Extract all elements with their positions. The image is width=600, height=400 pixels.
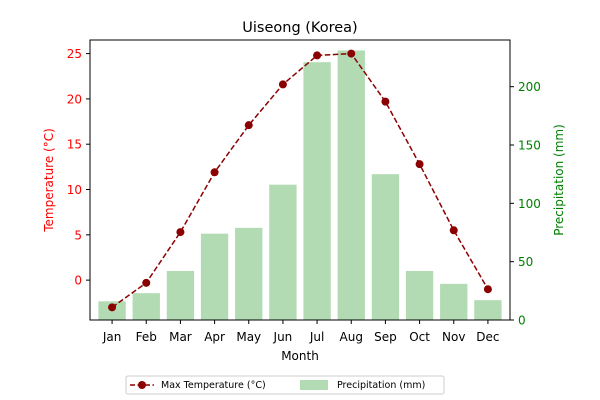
right-tick-label: 200 xyxy=(518,80,541,94)
x-tick-label: Jul xyxy=(309,330,324,344)
right-tick-label: 150 xyxy=(518,139,541,153)
precipitation-bar xyxy=(200,233,229,320)
left-tick-label: 25 xyxy=(67,47,82,61)
right-tick-label: 0 xyxy=(518,314,526,328)
precipitation-bar xyxy=(269,184,297,320)
legend-box xyxy=(125,375,445,395)
x-tick-label: May xyxy=(236,330,261,344)
temperature-point xyxy=(210,168,219,177)
x-axis: Jan Feb Mar Apr May Jun Jul Aug Sep Oct Nov Dec xyxy=(102,320,500,344)
right-axis: 0 50 100 150 200 xyxy=(510,80,541,328)
left-axis: 0 5 10 15 20 25 xyxy=(67,47,90,288)
legend-bar-swatch xyxy=(300,380,328,390)
temperature-point xyxy=(449,226,458,235)
x-tick-label: Sep xyxy=(374,330,397,344)
x-axis-label: Month xyxy=(281,349,319,363)
legend: Max Temperature (°C) Precipitation (mm) xyxy=(125,375,445,395)
x-tick-label: Dec xyxy=(476,330,499,344)
temperature-point xyxy=(313,51,322,60)
temperature-point xyxy=(176,228,185,237)
temperature-point xyxy=(244,121,253,130)
precipitation-bar xyxy=(303,62,331,321)
precipitation-bar xyxy=(405,271,434,320)
x-tick-label: Mar xyxy=(169,330,192,344)
legend-marker-swatch xyxy=(138,381,146,389)
precipitation-bar xyxy=(166,271,195,320)
x-tick-label: Apr xyxy=(204,330,225,344)
left-tick-label: 5 xyxy=(74,228,82,242)
precipitation-bar xyxy=(132,293,160,320)
x-tick-label: Oct xyxy=(409,330,430,344)
x-tick-label: Nov xyxy=(442,330,465,344)
left-tick-label: 10 xyxy=(67,183,82,197)
x-tick-label: Aug xyxy=(340,330,363,344)
right-axis-label: Precipitation (mm) xyxy=(552,124,566,236)
left-tick-label: 0 xyxy=(74,274,82,288)
temperature-point xyxy=(278,80,287,89)
right-tick-label: 100 xyxy=(518,197,541,211)
temperature-series-line xyxy=(111,52,489,308)
legend-label-precipitation: Precipitation (mm) xyxy=(337,380,425,391)
temperature-line xyxy=(108,49,492,312)
precipitation-bar xyxy=(474,300,502,320)
temperature-point xyxy=(415,160,424,169)
precipitation-bar xyxy=(371,174,400,320)
precipitation-bar xyxy=(440,283,468,320)
precipitation-bar xyxy=(337,50,365,320)
precipitation-bars xyxy=(98,50,502,321)
left-tick-label: 15 xyxy=(67,138,82,152)
x-tick-label: Feb xyxy=(136,330,157,344)
legend-label-temperature: Max Temperature (°C) xyxy=(161,380,266,391)
temperature-point xyxy=(108,303,117,312)
temperature-point xyxy=(381,97,390,106)
left-tick-label: 20 xyxy=(67,92,82,106)
temperature-point xyxy=(142,278,151,287)
right-tick-label: 50 xyxy=(518,255,533,269)
x-tick-label: Jun xyxy=(273,330,293,344)
precipitation-bar xyxy=(235,227,263,320)
plot-frame xyxy=(89,39,511,321)
temperature-point xyxy=(347,49,356,58)
temperature-point xyxy=(483,285,492,294)
left-axis-label: Temperature (°C) xyxy=(42,128,56,233)
chart-title: Uiseong (Korea) xyxy=(242,20,357,36)
x-tick-label: Jan xyxy=(102,330,122,344)
